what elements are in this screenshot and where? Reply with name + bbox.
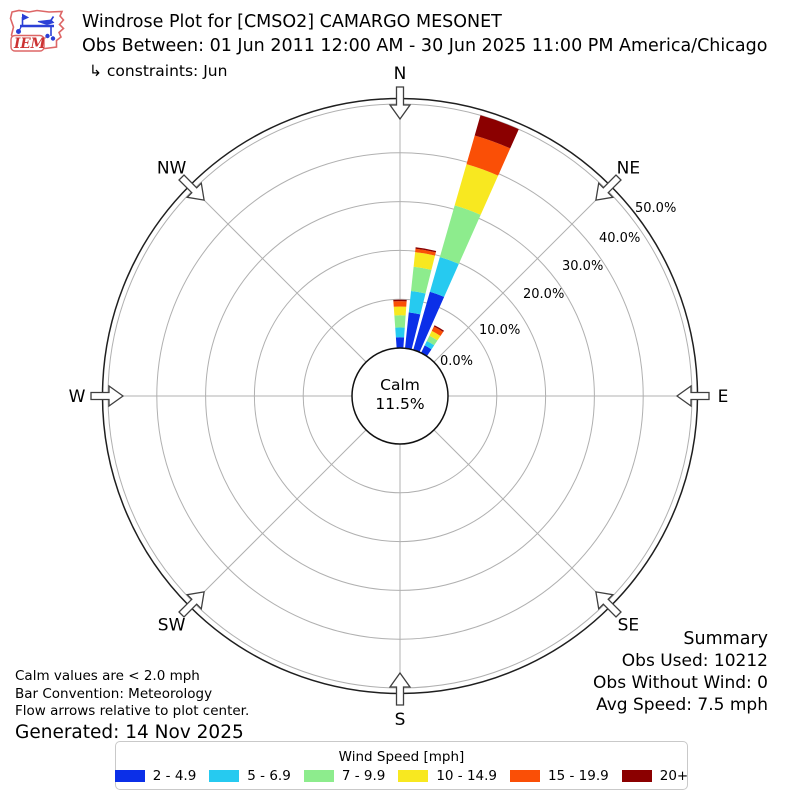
legend-items: 2 - 4.9 5 - 6.9 7 - 9.9 10 - 14.9 15 - 19.9 2… [114,767,689,784]
legend-swatch [510,769,541,782]
compass-label-s: S [395,710,406,730]
convention-note: Bar Convention: Meteorology [15,685,213,702]
windrose-bar-30deg-seg5 [433,325,445,332]
ring-label-300: 30.0% [562,259,603,274]
calm-circle [351,347,449,445]
legend-label: 7 - 9.9 [341,767,386,784]
legend-label: 10 - 14.9 [436,767,498,784]
windrose-bar-20deg-seg3 [454,164,499,215]
grid-spoke [189,395,401,607]
compass-label-e: E [718,387,729,407]
calm-note: Calm values are < 2.0 mph [15,668,200,684]
flow-arrow-icon [595,591,622,618]
wind-speed-legend: Wind Speed [mph] 2 - 4.9 5 - 6.9 7 - 9.9 10… [114,741,689,790]
windrose-bar-30deg-seg3 [429,330,441,341]
ring-label-400: 40.0% [599,231,640,246]
windrose-bar-10deg-seg5 [415,247,437,253]
grid-spoke [189,185,401,397]
arrows-note: Flow arrows relative to plot center. [15,703,250,719]
legend-swatch [621,769,652,782]
grid-spoke [399,185,611,397]
windrose-bar-30deg-seg1 [424,341,435,350]
windrose-bar-0deg-seg1 [395,327,405,338]
plot-constraints: ↳ constraints: Jun [89,62,228,80]
flow-arrow-icon [90,384,125,408]
flow-arrow-icon [388,671,412,706]
windrose-bar-10deg-seg3 [413,252,435,270]
windrose-bar-20deg-seg4 [466,135,511,176]
windrose-bar-20deg-seg5 [474,115,519,149]
ring-label-100: 10.0% [479,323,520,338]
calm-label: Calm [380,376,420,394]
windrose-bar-30deg-seg4 [431,326,444,336]
legend-item: 7 - 9.9 [303,767,386,784]
summary-obs-used: Obs Used: 10212 [621,651,768,671]
windrose-bar-20deg-seg2 [439,205,481,264]
legend-label: 5 - 6.9 [247,767,291,784]
legend-item: 20+ [621,767,689,784]
iem-logo-text: IEM [13,36,47,52]
legend-swatch [398,769,429,782]
legend-label: 2 - 4.9 [152,767,197,784]
legend-swatch [114,769,145,782]
flow-arrow-icon [595,174,622,201]
summary-title: Summary [683,629,768,649]
legend-label: 15 - 19.9 [548,767,609,784]
windrose-bar-0deg-seg2 [394,315,406,328]
summary-avg-speed: Avg Speed: 7.5 mph [596,695,768,715]
legend-title: Wind Speed [mph] [338,748,465,765]
compass-label-se: SE [618,615,640,635]
windrose-bar-20deg-seg1 [429,256,459,297]
legend-swatch [209,769,240,782]
windrose-bar-0deg-seg0 [395,337,405,349]
legend-label: 20+ [659,767,689,784]
flow-arrow-icon [178,174,205,201]
compass-label-ne: NE [617,159,640,179]
compass-label-sw: SW [158,615,186,635]
summary-obs-without-wind: Obs Without Wind: 0 [593,673,768,693]
compass-label-nw: NW [157,159,187,179]
title-block: Windrose Plot for [CMSO2] CAMARGO MESONE… [82,10,767,82]
flow-arrow-icon [388,86,412,121]
windrose-bar-10deg-seg4 [415,248,436,256]
windrose-bar-0deg-seg3 [393,306,407,316]
windrose-bar-20deg-seg0 [413,291,445,353]
legend-item: 2 - 4.9 [114,767,197,784]
flow-arrow-icon [178,591,205,618]
generated-timestamp: Generated: 14 Nov 2025 [15,721,244,743]
summary-block: Summary Obs Used: 10212 Obs Without Wind… [593,628,768,716]
ring-label-200: 20.0% [523,287,564,302]
legend-swatch [303,769,334,782]
weather-station-glyph [16,13,56,41]
windrose-bar-10deg-seg1 [408,290,426,315]
windrose-bar-0deg-seg4 [393,301,407,307]
windrose-bar-10deg-seg2 [411,266,432,294]
calm-percentage: 11.5% [375,395,424,413]
ring-label-500: 50.0% [635,201,676,216]
legend-item: 10 - 14.9 [398,768,497,784]
notes-block: Calm values are < 2.0 mph Bar Convention… [15,668,249,744]
legend-item: 5 - 6.9 [209,768,291,784]
iem-text-box [10,34,45,52]
windrose-bar-0deg-seg5 [393,299,407,302]
flow-arrow-icon [675,384,710,408]
compass-label-w: W [69,387,86,407]
plot-subtitle: Obs Between: 01 Jun 2011 12:00 AM - 30 J… [82,36,768,56]
legend-item: 15 - 19.9 [510,768,609,784]
windrose-bar-30deg-seg2 [426,335,438,346]
iem-logo: IEM [9,9,65,52]
compass-label-n: N [394,64,407,84]
plot-title: Windrose Plot for [CMSO2] CAMARGO MESONE… [82,12,502,32]
windrose-bar-10deg-seg0 [405,312,421,350]
ring-label-00: 0.0% [440,354,473,369]
grid-spoke [399,395,611,607]
